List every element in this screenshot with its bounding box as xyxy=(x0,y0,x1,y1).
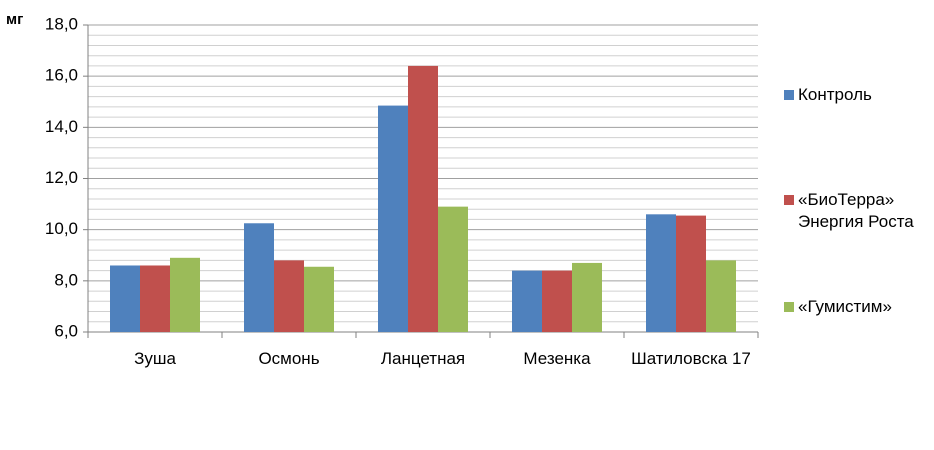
bar xyxy=(438,206,468,332)
bar xyxy=(542,270,572,332)
bar xyxy=(244,223,274,332)
x-tick-label: Шатиловска 17 xyxy=(631,349,751,368)
bar xyxy=(572,262,602,332)
y-tick-label: 8,0 xyxy=(54,270,78,289)
bar xyxy=(140,265,170,332)
legend-label: «Гумистим» xyxy=(798,297,892,316)
y-tick-label: 10,0 xyxy=(45,219,78,238)
x-tick-label: Осмонь xyxy=(258,349,320,368)
y-tick-label: 18,0 xyxy=(45,14,78,33)
legend-label: «БиоТерра» Энергия Роста xyxy=(798,190,914,231)
bar xyxy=(274,260,304,332)
y-tick-label: 16,0 xyxy=(45,66,78,85)
x-tick-label: Мезенка xyxy=(523,349,591,368)
bar xyxy=(512,270,542,332)
bar xyxy=(646,214,676,332)
bar xyxy=(304,266,334,332)
y-tick-label: 12,0 xyxy=(45,168,78,187)
y-axis-label: мг xyxy=(6,11,23,28)
legend-swatch xyxy=(784,302,794,312)
legend-swatch xyxy=(784,195,794,205)
legend-swatch xyxy=(784,90,794,100)
x-tick-label: Зуша xyxy=(134,349,176,368)
bar xyxy=(110,265,140,332)
bar xyxy=(676,215,706,332)
y-tick-label: 6,0 xyxy=(54,321,78,340)
bar xyxy=(408,65,438,332)
bar xyxy=(378,105,408,333)
x-tick-label: Ланцетная xyxy=(380,349,466,368)
y-tick-label: 14,0 xyxy=(45,117,78,136)
bar xyxy=(170,257,200,332)
legend-label: Контроль xyxy=(798,85,872,104)
bar xyxy=(706,260,736,332)
